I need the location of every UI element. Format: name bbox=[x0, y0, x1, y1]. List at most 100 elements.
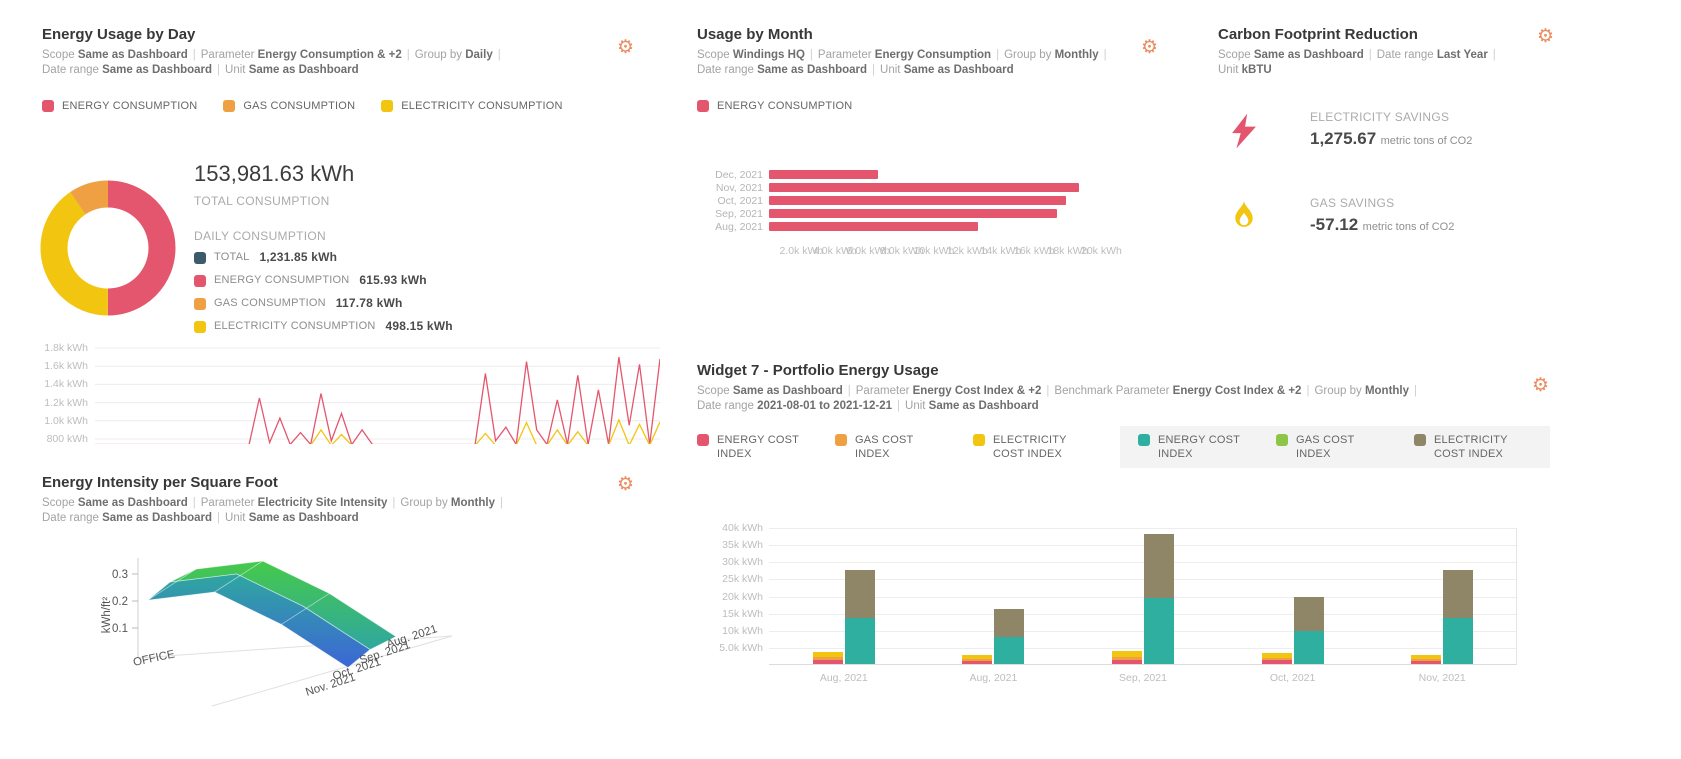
separator: | bbox=[217, 512, 221, 524]
meta-label: Date range bbox=[697, 64, 758, 76]
legend-item-gas-consumption[interactable]: GAS CONSUMPTION bbox=[223, 99, 355, 112]
widget-meta-line: Date range 2021-08-01 to 2021-12-21 | Unit… bbox=[697, 399, 1552, 414]
stacked-bar-actual bbox=[812, 651, 843, 664]
meta-label: Scope bbox=[697, 385, 733, 397]
meta-label: Date range bbox=[42, 512, 103, 524]
stat-gas-savings: GAS SAVINGS -57.12 metric tons of CO2 bbox=[1226, 196, 1454, 235]
bar-dec-2021 bbox=[769, 170, 878, 179]
segment-gas-cost-index bbox=[1411, 658, 1442, 661]
meta-value: Monthly bbox=[1054, 49, 1099, 61]
z-tick-label: 0.2 bbox=[112, 596, 128, 608]
separator: | bbox=[996, 49, 1000, 61]
y-axis-tick: 1.2k kWh bbox=[44, 396, 88, 409]
meta-value: Energy Consumption & +2 bbox=[257, 49, 402, 61]
stat-value: 1,275.67 bbox=[1310, 129, 1377, 148]
x-axis-tick: 20k kWh bbox=[1081, 245, 1122, 257]
x-axis-tick: 6.0k kWh bbox=[846, 245, 891, 257]
separator: | bbox=[1368, 49, 1372, 61]
floor-edge bbox=[137, 635, 453, 659]
widget-usage-by-month: Usage by Month Scope Windings HQ | Paramet… bbox=[697, 26, 1167, 306]
x-axis-tick: Sep, 2021 bbox=[1119, 672, 1167, 684]
widget-settings-gear-icon[interactable]: ⚙ bbox=[1532, 375, 1550, 396]
widget-energy-intensity: Energy Intensity per Square Foot Scope S… bbox=[42, 474, 662, 756]
stacked-bar-benchmark bbox=[1443, 569, 1474, 664]
x-tick-label: Nov. 2021 bbox=[304, 672, 357, 699]
x-axis-tick: Aug, 2021 bbox=[969, 672, 1018, 684]
meta-label: Group by bbox=[1314, 385, 1365, 397]
gridline bbox=[769, 613, 1516, 615]
bar-aug-2021 bbox=[769, 222, 979, 231]
legend-item-gas-cost-index[interactable]: GAS COST INDEX bbox=[1276, 433, 1384, 462]
stat-electricity-savings: ELECTRICITY SAVINGS 1,275.67 metric tons… bbox=[1226, 110, 1472, 150]
category-label: Nov, 2021 bbox=[715, 181, 763, 194]
widget-title: Energy Intensity per Square Foot bbox=[42, 474, 278, 491]
x-axis-tick: Nov, 2021 bbox=[1418, 672, 1466, 684]
stat-text: GAS SAVINGS -57.12 metric tons of CO2 bbox=[1310, 196, 1454, 235]
category-label: Aug, 2021 bbox=[715, 220, 763, 233]
segment-gas-cost-index bbox=[1261, 657, 1292, 660]
legend-label: ENERGY CONSUMPTION bbox=[717, 99, 853, 112]
x-axis: 2.0k kWh 4.0k kWh 6.0k kWh 8.0k kWh 10k kWh 1… bbox=[769, 245, 1122, 259]
legend-item-energy-consumption[interactable]: ENERGY CONSUMPTION bbox=[42, 99, 197, 112]
separator: | bbox=[192, 49, 196, 61]
legend-item-energy-consumption[interactable]: ENERGY CONSUMPTION bbox=[697, 99, 852, 112]
y-axis-tick: 35k kWh bbox=[722, 539, 763, 552]
separator: | bbox=[406, 49, 410, 61]
y-axis-tick: 30k kWh bbox=[722, 556, 763, 569]
widget-meta-line: Scope Same as Dashboard | Date range Last … bbox=[1218, 48, 1563, 63]
separator: | bbox=[1046, 385, 1050, 397]
widget-meta: Scope Windings HQ | Parameter Energy Consu… bbox=[697, 48, 1167, 78]
legend-label: GAS COST INDEX bbox=[855, 434, 914, 461]
meta-value: Same as Dashboard bbox=[757, 64, 868, 76]
meta-value: Last Year bbox=[1436, 49, 1488, 61]
x-axis-tick: Oct, 2021 bbox=[1269, 672, 1316, 684]
legend-label: ELECTRICITY COST INDEX bbox=[1434, 433, 1508, 460]
meta-value: Same as Dashboard bbox=[77, 497, 188, 509]
meta-value: Windings HQ bbox=[732, 49, 805, 61]
legend-label: GAS CONSUMPTION bbox=[243, 99, 356, 112]
widget-settings-gear-icon[interactable]: ⚙ bbox=[1537, 26, 1555, 47]
meta-value: Same as Dashboard bbox=[903, 64, 1014, 76]
legend-label: ELECTRICITY COST INDEX bbox=[993, 434, 1067, 461]
y-axis-tick: 5.0k kWh bbox=[719, 641, 763, 654]
separator: | bbox=[1492, 49, 1496, 61]
meta-label: Group by bbox=[1004, 49, 1055, 61]
stat-swatch bbox=[194, 320, 206, 333]
widget-title: Usage by Month bbox=[697, 26, 813, 43]
stat-label: TOTAL bbox=[214, 251, 250, 263]
bar-row-nov-2021: Nov, 2021 bbox=[697, 181, 1079, 194]
meta-label: Unit bbox=[225, 64, 249, 76]
legend-item-electricity-consumption[interactable]: ELECTRICITY CONSUMPTION bbox=[381, 99, 562, 112]
legend-item-gas-cost-index[interactable]: GAS COST INDEX bbox=[835, 433, 943, 462]
meta-label: Group by bbox=[400, 497, 451, 509]
separator: | bbox=[872, 64, 876, 76]
stat-label: GAS CONSUMPTION bbox=[214, 297, 326, 309]
surface-mesh-line bbox=[147, 568, 197, 601]
segment-energy-cost-index bbox=[1144, 597, 1174, 664]
x-axis-tick: 12k kWh bbox=[947, 245, 988, 257]
flame-icon bbox=[1226, 198, 1262, 232]
legend-item-electricity-cost-index[interactable]: ELECTRICITY COST INDEX bbox=[973, 433, 1081, 462]
widget-settings-gear-icon[interactable]: ⚙ bbox=[617, 474, 635, 495]
meta-value: Energy Cost Index & +2 bbox=[912, 385, 1042, 397]
legend-item-energy-cost-index[interactable]: ENERGY COST INDEX bbox=[1138, 433, 1246, 462]
widget-meta-line: Scope Windings HQ | Parameter Energy Consu… bbox=[697, 48, 1167, 63]
widget-settings-gear-icon[interactable]: ⚙ bbox=[1141, 37, 1159, 58]
segment-gas-cost-index bbox=[812, 656, 843, 660]
meta-label: Scope bbox=[42, 497, 78, 509]
z-tick-label: 0.1 bbox=[112, 623, 128, 635]
bar-sep-2021 bbox=[769, 209, 1058, 218]
meta-label: Parameter bbox=[817, 49, 875, 61]
floor-edge bbox=[211, 635, 453, 707]
widget-settings-gear-icon[interactable]: ⚙ bbox=[617, 37, 635, 58]
legend-item-electricity-cost-index[interactable]: ELECTRICITY COST INDEX bbox=[1414, 433, 1522, 462]
meta-value: Monthly bbox=[450, 497, 495, 509]
stat-value-row: -57.12 metric tons of CO2 bbox=[1310, 215, 1454, 235]
bar-row-oct-2021: Oct, 2021 bbox=[697, 194, 1079, 207]
segment-electricity-cost-index bbox=[1112, 651, 1142, 657]
monthly-usage-bar-chart: Dec, 2021 Nov, 2021 Oct, 2021 Sep, 2021 Aug,… bbox=[697, 168, 1079, 233]
x-axis-tick: 8.0k kWh bbox=[880, 245, 924, 257]
meta-value: Same as Dashboard bbox=[732, 385, 843, 397]
legend-item-energy-cost-index[interactable]: ENERGY COST INDEX bbox=[697, 433, 805, 462]
